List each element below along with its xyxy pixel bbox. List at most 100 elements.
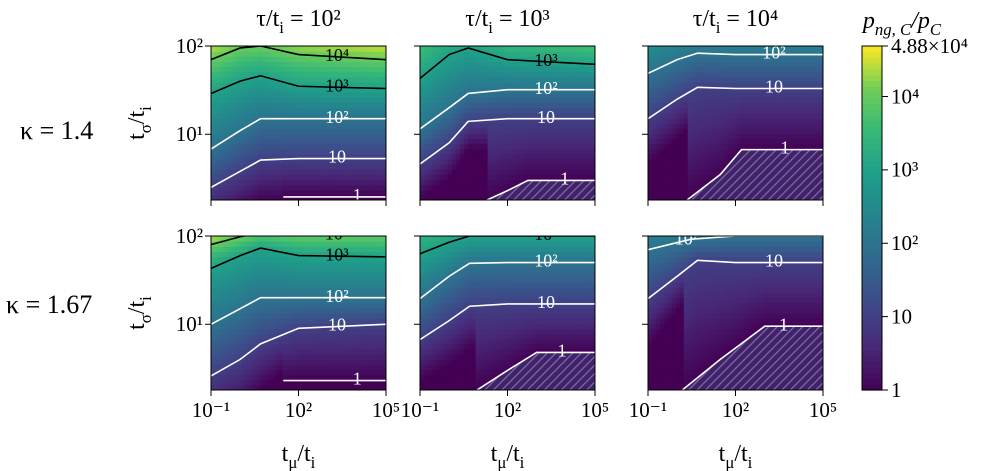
heatmap-cell bbox=[447, 107, 453, 114]
heatmap-cell bbox=[302, 61, 308, 68]
heatmap-cell bbox=[318, 61, 323, 68]
heatmap-cell bbox=[266, 107, 272, 114]
heatmap-cell bbox=[354, 153, 359, 160]
heatmap-cell bbox=[246, 318, 252, 324]
heatmap-cell bbox=[527, 92, 532, 98]
heatmap-cell bbox=[719, 138, 725, 145]
heatmap-cell bbox=[739, 143, 745, 150]
heatmap-cell bbox=[727, 138, 733, 145]
heatmap-cell bbox=[675, 174, 681, 181]
heatmap-cell bbox=[671, 194, 677, 200]
heatmap-cell bbox=[326, 354, 331, 360]
heatmap-cell bbox=[707, 46, 713, 52]
heatmap-cell bbox=[254, 277, 260, 283]
heatmap-cell bbox=[222, 318, 228, 324]
heatmap-cell bbox=[274, 194, 280, 200]
heatmap-cell bbox=[435, 143, 441, 150]
heatmap-cell bbox=[298, 87, 304, 93]
heatmap-cell bbox=[326, 338, 331, 345]
heatmap-cell bbox=[254, 318, 260, 324]
heatmap-cell bbox=[218, 364, 224, 371]
heatmap-cell bbox=[715, 153, 721, 160]
heatmap-cell bbox=[318, 153, 323, 160]
heatmap-cell bbox=[298, 236, 304, 242]
heatmap-cell bbox=[346, 143, 351, 150]
heatmap-cell bbox=[342, 46, 347, 52]
heatmap-cell bbox=[687, 56, 693, 62]
heatmap-cell bbox=[559, 128, 564, 134]
heatmap-cell bbox=[591, 133, 595, 139]
heatmap-cell bbox=[298, 297, 304, 304]
heatmap-cell bbox=[238, 56, 244, 62]
heatmap-cell bbox=[707, 153, 713, 160]
heatmap-cell bbox=[234, 184, 240, 191]
heatmap-cell bbox=[290, 158, 296, 165]
heatmap-cell bbox=[439, 87, 445, 93]
heatmap-cell bbox=[679, 164, 685, 170]
heatmap-cell bbox=[515, 133, 521, 139]
heatmap-cell bbox=[298, 112, 304, 119]
heatmap-cell bbox=[511, 123, 517, 129]
heatmap-cell bbox=[250, 359, 256, 365]
heatmap-cell bbox=[571, 81, 576, 88]
heatmap-cell bbox=[270, 282, 276, 288]
heatmap-cell bbox=[691, 143, 697, 150]
heatmap-cell bbox=[659, 128, 665, 134]
heatmap-cell bbox=[483, 107, 489, 114]
heatmap-cell bbox=[270, 379, 276, 386]
heatmap-cell bbox=[699, 158, 705, 165]
heatmap-cell bbox=[282, 343, 288, 350]
heatmap-cell bbox=[675, 92, 681, 98]
heatmap-cell bbox=[294, 333, 300, 340]
heatmap-cell bbox=[420, 71, 425, 78]
heatmap-cell bbox=[310, 343, 316, 350]
heatmap-cell bbox=[659, 71, 665, 78]
heatmap-cell bbox=[483, 97, 489, 104]
heatmap-cell bbox=[338, 87, 343, 93]
heatmap-cell bbox=[218, 256, 224, 263]
heatmap-cell bbox=[575, 143, 580, 150]
heatmap-cell bbox=[735, 102, 741, 109]
heatmap-cell bbox=[322, 271, 327, 278]
heatmap-cell bbox=[330, 184, 335, 191]
heatmap-cell bbox=[695, 56, 701, 62]
heatmap-cell bbox=[579, 123, 584, 129]
heatmap-cell bbox=[667, 81, 673, 88]
heatmap-cell bbox=[234, 292, 240, 299]
heatmap-cell bbox=[515, 51, 521, 57]
heatmap-cell bbox=[487, 87, 493, 93]
heatmap-cell bbox=[747, 97, 753, 104]
heatmap-cell bbox=[302, 56, 308, 62]
heatmap-cell bbox=[447, 61, 453, 68]
heatmap-cell bbox=[491, 184, 497, 191]
heatmap-cell bbox=[330, 76, 335, 83]
heatmap-cell bbox=[258, 169, 264, 175]
heatmap-cell bbox=[234, 354, 240, 360]
heatmap-cell bbox=[246, 246, 252, 252]
heatmap-cell bbox=[278, 323, 284, 329]
heatmap-cell bbox=[747, 143, 753, 150]
heatmap-cell bbox=[222, 153, 228, 160]
heatmap-cell bbox=[266, 133, 272, 139]
heatmap-cell bbox=[675, 143, 681, 150]
heatmap-cell bbox=[298, 189, 304, 196]
heatmap-cell bbox=[242, 133, 248, 139]
heatmap-cell bbox=[342, 76, 347, 83]
heatmap-cell bbox=[322, 169, 327, 175]
heatmap-cell bbox=[366, 81, 371, 88]
heatmap-cell bbox=[463, 184, 469, 191]
heatmap-cell bbox=[298, 117, 304, 124]
heatmap-cell bbox=[226, 256, 232, 263]
heatmap-cell bbox=[667, 123, 673, 129]
heatmap-cell bbox=[366, 66, 371, 73]
heatmap-cell bbox=[455, 169, 461, 175]
heatmap-cell bbox=[715, 128, 721, 134]
heatmap-cell bbox=[683, 164, 689, 170]
heatmap-cell bbox=[282, 189, 288, 196]
heatmap-cell bbox=[374, 169, 379, 175]
heatmap-cell bbox=[527, 112, 532, 119]
heatmap-cell bbox=[290, 179, 296, 186]
heatmap-cell bbox=[747, 107, 753, 114]
heatmap-cell bbox=[374, 102, 379, 109]
heatmap-cell bbox=[230, 107, 236, 114]
